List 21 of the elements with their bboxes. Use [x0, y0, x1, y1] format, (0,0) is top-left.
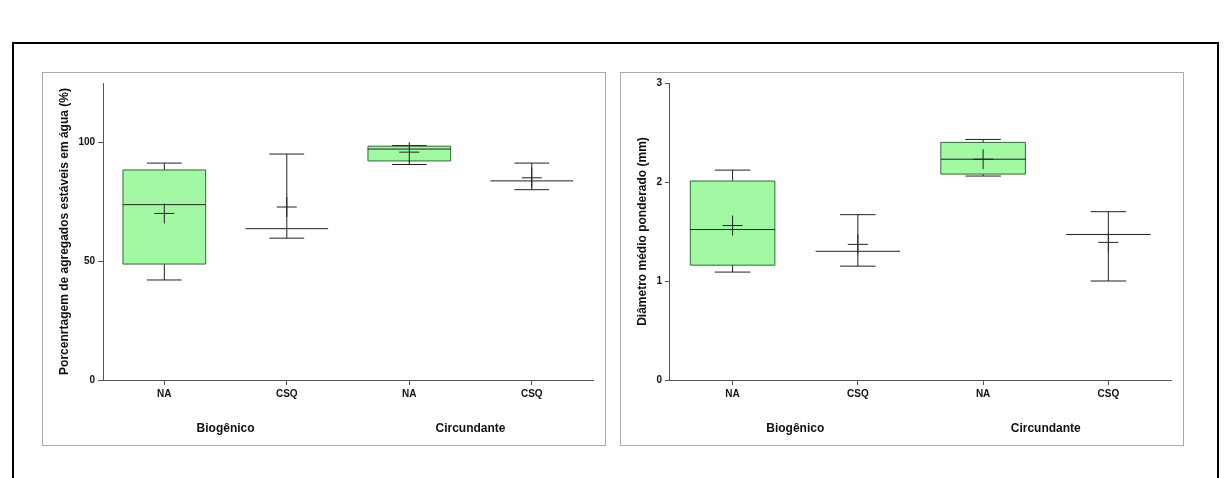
- text: Biogênico: [766, 421, 825, 436]
- x-tick-label: NA: [975, 387, 991, 399]
- y-tick-label: 100: [78, 136, 96, 148]
- y-axis-title: Porcenrtagem de agregados estáveis em água (%): [56, 88, 71, 375]
- x-tick-label: NA: [725, 387, 740, 399]
- y-axis-title: Diâmetro médio ponderado (mm): [634, 137, 649, 326]
- y-tick-label: 3: [656, 76, 663, 88]
- y-tick-label: 2: [656, 175, 663, 187]
- text: Circundante: [1010, 421, 1082, 436]
- x-tick-label: CSQ: [847, 387, 869, 399]
- y-tick-label: 0: [89, 373, 96, 385]
- y-tick-label: 0: [656, 373, 663, 385]
- x-tick-label: NA: [157, 387, 172, 399]
- y-tick-label: 1: [656, 274, 663, 286]
- y-tick-label: 50: [83, 254, 96, 266]
- x-tick-label: CSQ: [275, 387, 298, 399]
- x-tick-label: CSQ: [1097, 387, 1120, 399]
- x-tick-label: CSQ: [520, 387, 543, 399]
- x-tick-label: NA: [402, 387, 417, 399]
- text: Biogênico: [196, 421, 255, 436]
- text: Circundante: [435, 421, 506, 436]
